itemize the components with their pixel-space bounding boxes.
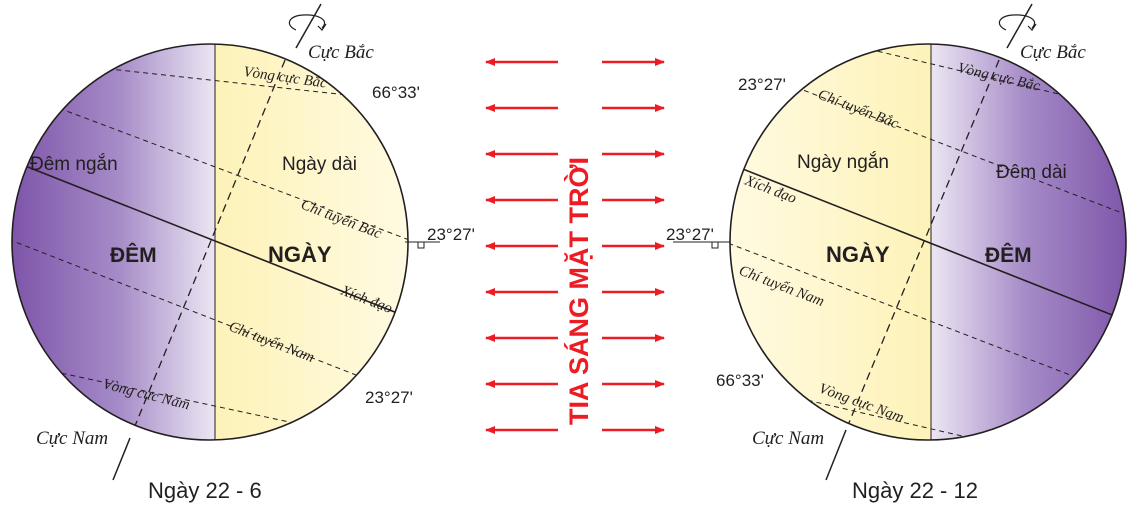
globe-june: Cực Bắc Vòng cực Bắc 66°33' Đêm ngắn Ngà… xyxy=(11,3,475,503)
angle-23-mid-label: 23°27' xyxy=(666,225,714,244)
south-pole-label: Cực Nam xyxy=(36,428,108,449)
angle-23-top-label: 23°27' xyxy=(738,75,786,94)
sun-rays xyxy=(485,58,665,434)
earth-axis-december xyxy=(845,47,1005,431)
equator-line xyxy=(730,159,1126,325)
caption-june: Ngày 22 - 6 xyxy=(148,478,262,503)
short-night-label: Đêm ngắn xyxy=(30,153,118,175)
day-label: NGÀY xyxy=(826,242,890,267)
angle-23-mid-label: 23°27' xyxy=(427,225,475,244)
night-half-december xyxy=(931,44,1126,440)
night-label: ĐÊM xyxy=(985,243,1032,267)
caption-december: Ngày 22 - 12 xyxy=(852,478,978,503)
south-pole-label: Cực Nam xyxy=(752,428,824,449)
angle-23-low-label: 23°27' xyxy=(365,388,413,407)
rotation-arrow-icon xyxy=(998,14,1036,31)
angle-66-label: 66°33' xyxy=(372,83,420,102)
north-pole-label: Cực Bắc xyxy=(308,42,374,63)
earth-axis-june xyxy=(129,47,291,439)
tropic-capricorn-line xyxy=(730,239,1126,401)
day-label: NGÀY xyxy=(268,242,332,267)
equator-line xyxy=(12,155,408,323)
angle-66-label: 66°33' xyxy=(716,371,764,390)
short-day-label: Ngày ngắn xyxy=(797,151,889,173)
long-day-label: Ngày dài xyxy=(282,154,357,175)
sun-rays-label: TIA SÁNG MẶT TRỜI xyxy=(563,157,594,425)
north-pole-label: Cực Bắc xyxy=(1020,42,1086,63)
long-night-label: Đêm dài xyxy=(996,162,1067,183)
tropic-cancer-line xyxy=(12,85,408,245)
tropic-capricorn-line xyxy=(12,235,408,401)
night-label: ĐÊM xyxy=(110,243,157,267)
globe-december: Cực Bắc Vòng cực Bắc 23°27' Chí tuyến Bắ… xyxy=(666,3,1127,503)
rotation-arrow-icon xyxy=(288,14,326,31)
